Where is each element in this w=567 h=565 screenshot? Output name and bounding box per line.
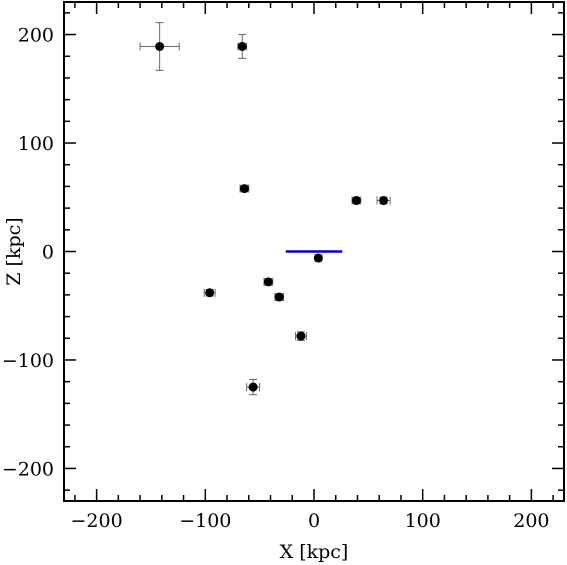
data-point: [205, 288, 215, 298]
x-tick-label: 100: [405, 510, 441, 532]
data-point: [313, 253, 323, 263]
data-point: [263, 277, 273, 287]
y-tick-label: −100: [2, 350, 54, 372]
y-tick-label: −200: [2, 458, 54, 480]
data-point: [274, 292, 284, 302]
data-point: [351, 196, 361, 206]
y-axis-label: Z [kpc]: [3, 217, 25, 285]
y-tick-label: 0: [42, 242, 54, 264]
x-tick-label: 200: [513, 510, 549, 532]
x-tick-label: −200: [71, 510, 123, 532]
data-point: [296, 331, 306, 341]
x-tick-label: 0: [308, 510, 320, 532]
x-tick-label: −100: [179, 510, 231, 532]
y-tick-label: 200: [18, 25, 54, 47]
point-layer: [155, 41, 389, 392]
errorbar-layer: [139, 22, 391, 396]
data-point: [248, 382, 258, 392]
axis-layer: −200 −100 0 100 200 −200 −100 0 100 200: [2, 1, 565, 532]
y-tick-label: 100: [18, 133, 54, 155]
data-point: [237, 41, 247, 51]
data-point: [155, 41, 165, 51]
data-point: [239, 184, 249, 194]
x-axis-label: X [kpc]: [280, 541, 349, 563]
data-point: [379, 196, 389, 206]
